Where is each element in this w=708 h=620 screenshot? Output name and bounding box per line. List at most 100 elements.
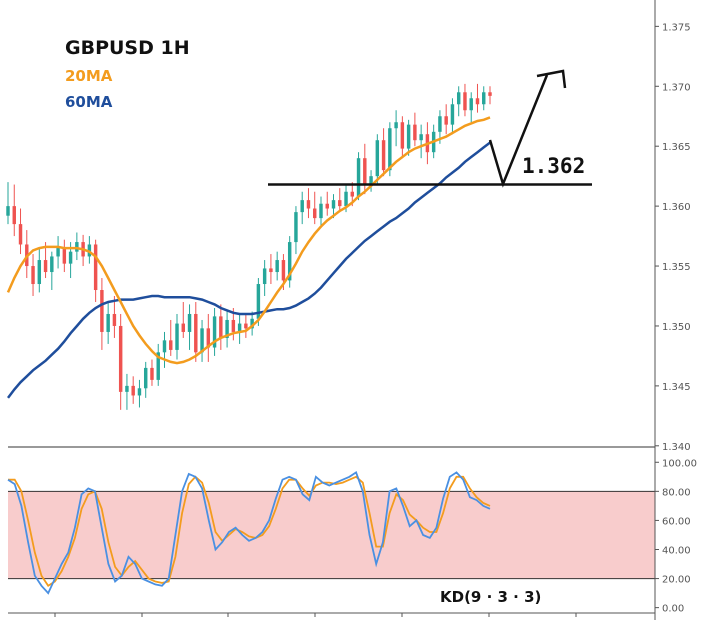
price-tick-label: 1.370 (662, 82, 691, 93)
kd-tick-label: 0.00 (662, 604, 684, 615)
candle (181, 301, 185, 338)
candle (369, 170, 373, 192)
candle-body (306, 200, 311, 209)
candle (37, 248, 42, 293)
candle (125, 373, 129, 410)
candle-body (212, 316, 217, 348)
kd-indicator-label: KD(9 · 3 · 3) (440, 588, 541, 606)
kd-band (8, 491, 655, 579)
candle (269, 254, 273, 285)
price-tick-label: 1.340 (662, 442, 691, 453)
candle (175, 313, 179, 360)
candle-body (356, 158, 361, 197)
kd-axis: 0.00 20.00 40.00 60.00 80.00 100.00 (655, 458, 697, 615)
candle-body (181, 323, 185, 332)
candle (100, 278, 104, 350)
candle (463, 83, 467, 117)
candle (244, 313, 248, 338)
candle (313, 191, 317, 225)
candle (331, 194, 336, 219)
candle (325, 191, 329, 216)
candle (143, 361, 148, 398)
candle-body (256, 284, 261, 319)
candle-body (225, 319, 229, 338)
chart-title: GBPUSD 1H (65, 37, 190, 59)
candle-body (313, 208, 317, 219)
candle-body (56, 248, 60, 257)
candle (319, 196, 323, 228)
candle-body (463, 92, 467, 111)
candle-body (475, 98, 480, 105)
candle-body (131, 385, 135, 396)
candle (400, 116, 405, 159)
legend-ma60: 60MA (65, 93, 113, 111)
candle (237, 313, 242, 344)
kd-tick-label: 20.00 (662, 575, 691, 586)
candle (406, 119, 411, 156)
candle (194, 301, 198, 362)
candle-body (187, 313, 192, 332)
candle-body (37, 260, 42, 285)
candle (156, 343, 160, 386)
candle-body (482, 92, 486, 105)
candle (93, 239, 98, 302)
candle-body (112, 313, 117, 326)
candle (475, 83, 480, 113)
candle-body (118, 325, 123, 392)
candle-body (275, 260, 279, 273)
candle-body (262, 268, 267, 285)
candle (356, 152, 361, 201)
candle (212, 307, 217, 356)
candle-body (93, 244, 98, 291)
candle-body (269, 268, 273, 273)
candle (375, 134, 380, 185)
breakout-arrow-path (488, 74, 549, 188)
candle (6, 182, 10, 225)
candle-body (381, 140, 386, 171)
candle (137, 379, 142, 408)
candle (469, 92, 473, 123)
price-tick-label: 1.355 (662, 262, 691, 273)
candle-body (363, 158, 367, 185)
candle (419, 124, 423, 159)
breakout-arrow-head (536, 69, 567, 89)
candle-body (62, 248, 67, 264)
candle-body (388, 128, 392, 171)
candle-body (237, 323, 242, 332)
candle (450, 98, 455, 135)
candle (381, 128, 386, 177)
candle-body (344, 191, 348, 207)
candle-body (219, 316, 223, 338)
candle-body (143, 367, 148, 389)
candle (262, 260, 267, 297)
candle-body (200, 328, 204, 353)
candle-body (394, 122, 398, 129)
candle-body (338, 200, 342, 207)
candle (187, 304, 192, 350)
candle (112, 296, 117, 338)
kd-tick-label: 60.00 (662, 516, 691, 527)
candle-body (125, 385, 129, 392)
candle-body (150, 367, 154, 380)
breakout-arrow (488, 69, 567, 188)
kd-tick-label: 100.00 (662, 458, 697, 469)
candle-body (169, 340, 173, 350)
candle-body (406, 124, 411, 149)
price-tick-label: 1.350 (662, 322, 691, 333)
candle-body (450, 104, 455, 125)
price-tick-label: 1.365 (662, 142, 691, 153)
candle-body (6, 206, 10, 216)
candle (488, 86, 492, 105)
candle-body (206, 328, 211, 348)
candle (56, 236, 60, 269)
candle-body (413, 124, 417, 141)
legend-ma20: 20MA (65, 67, 113, 85)
candle-body (162, 340, 167, 353)
kd-k-line (7, 471, 491, 595)
candle-body (137, 388, 142, 396)
candle-body (488, 92, 492, 96)
kd-tick-label: 80.00 (662, 487, 691, 498)
candle (394, 110, 398, 147)
